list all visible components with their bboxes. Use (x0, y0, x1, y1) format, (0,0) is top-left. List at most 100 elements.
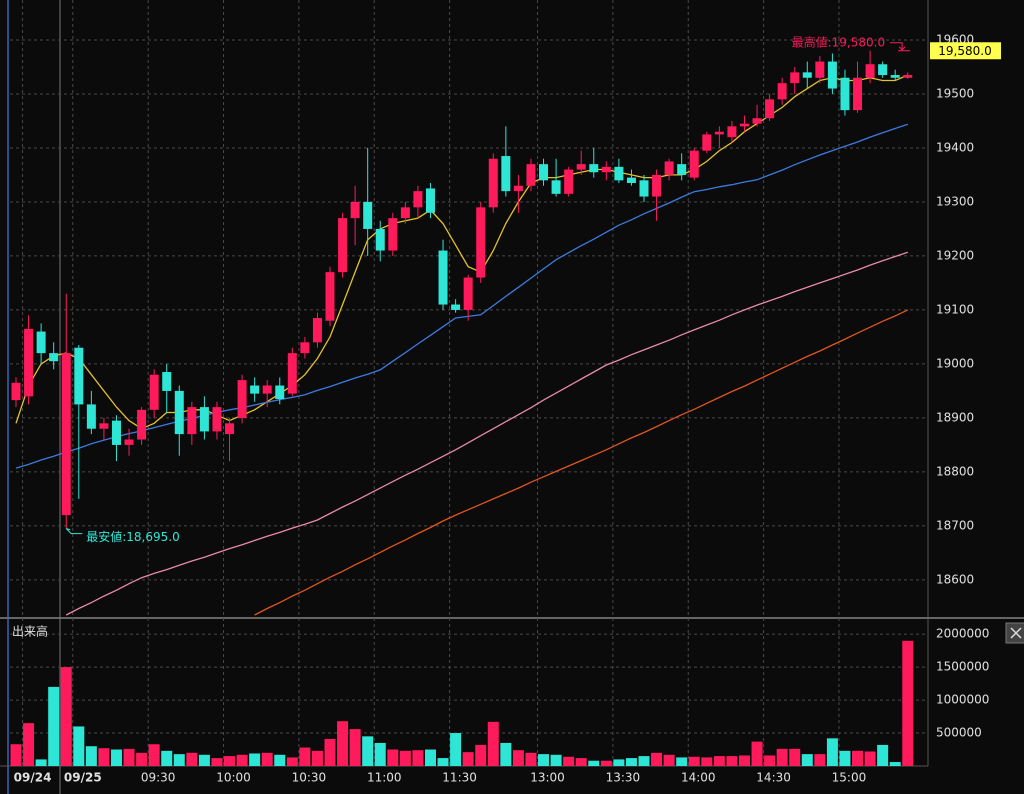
volume-bar (801, 754, 813, 766)
y-tick-label: 18900 (936, 410, 974, 424)
volume-bar (73, 726, 85, 766)
candle-body (677, 164, 687, 175)
candle-body (576, 164, 586, 170)
candle-body (664, 161, 674, 175)
volume-bar (525, 752, 537, 766)
volume-bar (814, 754, 826, 766)
volume-bar (349, 729, 361, 766)
candle-body (174, 390, 184, 435)
volume-bar (826, 738, 838, 766)
volume-bar (450, 733, 462, 766)
volume-bar (713, 756, 725, 766)
moving-average-line (15, 123, 909, 469)
volume-bar (10, 744, 22, 766)
candle-body (425, 188, 435, 213)
volume-bar (412, 750, 424, 766)
candle-body (24, 328, 34, 397)
volume-bar (437, 758, 449, 766)
volume-bar (98, 748, 110, 766)
volume-bar (625, 758, 637, 766)
low-arrow (65, 528, 83, 535)
volume-bar (186, 752, 198, 766)
volume-bar (23, 723, 35, 766)
candle-body (865, 64, 875, 78)
candle-body (614, 166, 624, 181)
candle-body (338, 218, 348, 273)
candle-body (350, 201, 360, 219)
volume-bar (663, 754, 675, 766)
candle-body (300, 342, 310, 354)
volume-bar (889, 762, 901, 766)
candle-body (74, 347, 84, 405)
x-tick-label: 09/24 (14, 771, 52, 785)
candle-body (124, 439, 134, 445)
volume-bar (85, 746, 97, 766)
candle-body (137, 409, 147, 440)
y-tick-label: 1000000 (936, 693, 989, 707)
candle-body (501, 156, 511, 192)
volume-bar (60, 667, 72, 766)
price-label-box (930, 42, 1001, 60)
candle-body (652, 174, 662, 197)
volume-bar (676, 757, 688, 766)
candle-body (476, 207, 486, 278)
candle-body (777, 83, 787, 100)
candle-body (250, 385, 260, 394)
candle-body (212, 407, 222, 432)
candle-body (363, 201, 373, 229)
volume-bar (701, 757, 713, 766)
volume-bar (751, 741, 763, 766)
volume-bar (274, 754, 286, 766)
volume-bar (311, 750, 323, 766)
y-tick-label: 19500 (936, 86, 974, 100)
volume-bar (563, 756, 575, 766)
volume-bar (261, 752, 273, 766)
candle-body (86, 404, 96, 429)
volume-bar (588, 760, 600, 766)
volume-bar (299, 747, 311, 766)
volume-bar (249, 753, 261, 766)
candle-body (601, 166, 611, 173)
candle-body (162, 372, 172, 391)
close-button[interactable] (1005, 622, 1024, 644)
close-icon[interactable] (1010, 627, 1022, 639)
volume-bar (500, 742, 512, 766)
candle-body (375, 228, 385, 251)
volume-bar (726, 756, 738, 766)
candle-body (451, 304, 461, 310)
candle-body (802, 72, 812, 78)
candle-body (262, 385, 272, 394)
volume-bar (852, 750, 864, 766)
volume-bar (211, 758, 223, 766)
volume-bar (462, 752, 474, 766)
candle-body (400, 207, 410, 219)
y-tick-label: 18600 (936, 572, 974, 586)
volume-bar (173, 754, 185, 766)
candle-body (752, 118, 762, 124)
y-tick-label: 19400 (936, 140, 974, 154)
y-tick-label: 19000 (936, 356, 974, 370)
volume-bar (512, 750, 524, 766)
candle-body (438, 250, 448, 305)
candle-body (149, 374, 159, 410)
candle-body (639, 180, 649, 197)
volume-bar (789, 748, 801, 766)
candle-body (878, 64, 888, 76)
x-tick-label: 15:00 (832, 771, 867, 785)
moving-average-line (65, 251, 909, 616)
candle-body (765, 99, 775, 119)
candle-body (564, 169, 574, 194)
candle-body (714, 131, 724, 135)
candle-body (61, 353, 71, 516)
candle-body (199, 407, 209, 432)
candle-body (325, 272, 335, 321)
candle-body (513, 185, 523, 192)
x-tick-label: 11:30 (442, 771, 477, 785)
volume-bar (148, 744, 160, 766)
candle-body (526, 164, 536, 186)
x-tick-label: 10:00 (216, 771, 251, 785)
candle-body (815, 61, 825, 78)
y-tick-label: 19200 (936, 248, 974, 262)
